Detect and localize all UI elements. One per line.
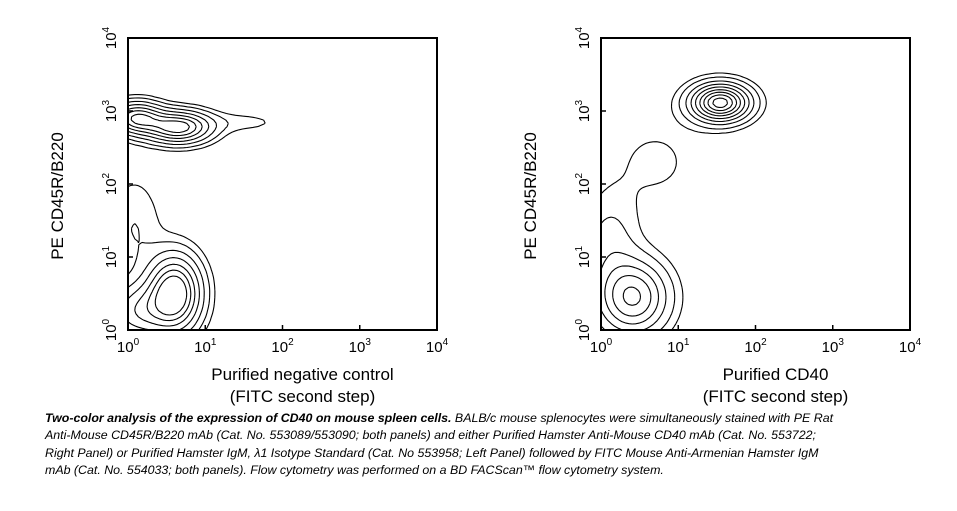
y-axis-label: PE CD45R/B220 — [521, 132, 540, 260]
contour-level-5 — [128, 107, 203, 327]
x-tick-label: 104 — [899, 337, 922, 356]
x-axis-label: Purified negative control — [211, 365, 393, 384]
x-tick-label: 104 — [426, 337, 449, 356]
plot-frame — [127, 37, 438, 331]
contour-level-4 — [128, 104, 210, 330]
x-tick-label: 102 — [271, 337, 294, 356]
contour-level-8 — [707, 94, 733, 112]
contour-plots-svg: 100 101 102 103 104 100 101 102 103 104 Purified n… — [48, 26, 922, 406]
y-tick-label: 101 — [574, 245, 593, 268]
contour-level-6 — [622, 89, 741, 306]
y-tick-label: 102 — [574, 172, 593, 195]
y-tick-label: 100 — [101, 318, 120, 341]
contour-level-9 — [712, 97, 729, 108]
y-tick-label: 104 — [574, 26, 593, 49]
y-tick-label: 100 — [574, 318, 593, 341]
contour-level-5 — [612, 86, 746, 317]
x-tick-label: 100 — [590, 337, 613, 356]
y-tick-label: 104 — [101, 26, 120, 49]
x-axis-label: Purified CD40 — [723, 365, 829, 384]
contour-lines-1 — [128, 94, 266, 330]
contour-level-2 — [128, 97, 229, 330]
contour-lines-2 — [601, 72, 767, 330]
figure-caption: Two-color analysis of the expression of … — [45, 410, 845, 479]
x-tick-label: 101 — [194, 337, 217, 356]
y-tick-label: 102 — [101, 172, 120, 195]
x-tick-label: 103 — [349, 337, 372, 356]
contour-level-6 — [128, 110, 197, 322]
y-axis-label: PE CD45R/B220 — [48, 132, 67, 260]
x-tick-label: 101 — [667, 337, 690, 356]
caption-text: BALB/c mouse splenocytes were simultaneo… — [45, 411, 834, 477]
y-tick-label: 103 — [574, 99, 593, 122]
x-axis-label: (FITC second step) — [230, 387, 376, 406]
y-tick-label: 101 — [101, 245, 120, 268]
contour-level-7 — [703, 91, 738, 114]
x-tick-label: 103 — [822, 337, 845, 356]
contour-level-4 — [604, 83, 750, 325]
x-tick-label: 102 — [744, 337, 767, 356]
x-axis-label: (FITC second step) — [703, 387, 849, 406]
contour-level-1 — [601, 72, 767, 330]
y-tick-label: 103 — [101, 99, 120, 122]
contour-level-3 — [601, 80, 755, 330]
figure-panels: 100 101 102 103 104 100 101 102 103 104 Purified n… — [48, 26, 922, 406]
contour-panel-2: 100 101 102 103 104 100 101 102 103 104 Purified C… — [521, 26, 922, 406]
contour-level-7 — [130, 113, 190, 316]
x-tick-label: 100 — [117, 337, 140, 356]
contour-level-2 — [601, 76, 761, 330]
contour-panel-1: 100 101 102 103 104 100 101 102 103 104 Purified n… — [48, 26, 449, 406]
contour-level-1 — [128, 94, 266, 330]
caption-bold: Two-color analysis of the expression of … — [45, 411, 452, 425]
